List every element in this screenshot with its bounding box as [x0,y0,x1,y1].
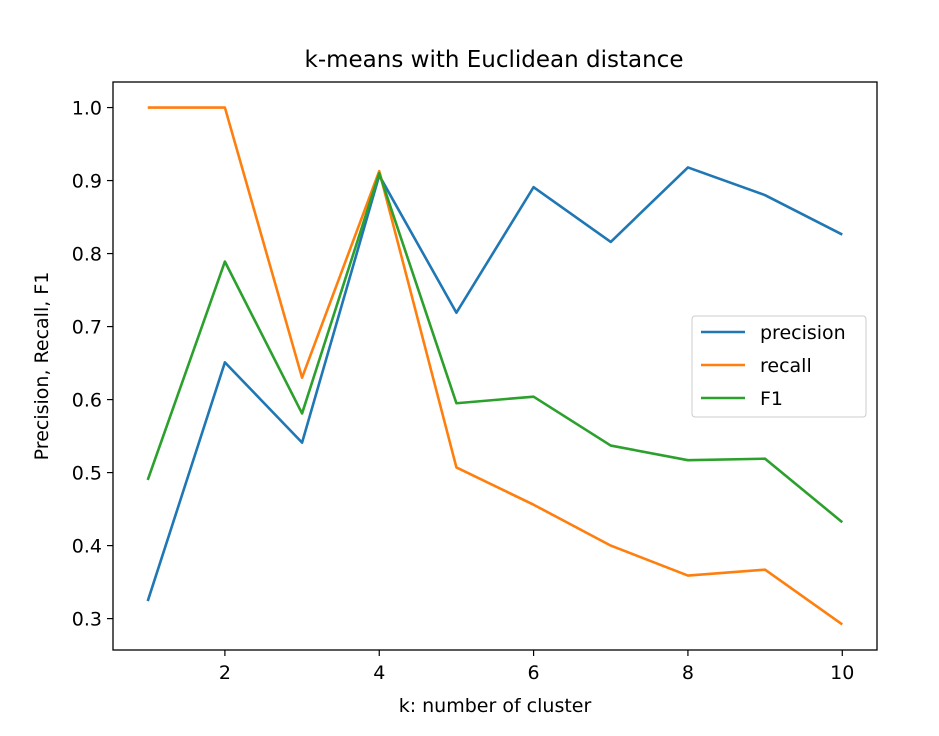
y-tick-label: 0.5 [72,463,102,485]
x-tick-label: 8 [682,662,694,684]
x-tick-label: 10 [830,662,854,684]
legend-box [691,315,867,418]
x-axis-label: k: number of cluster [399,695,592,717]
y-tick-label: 0.8 [72,244,102,266]
series-line-precision [146,166,843,602]
series-line-recall [147,106,844,626]
legend-label-precision: precision [760,322,846,344]
series-line-f1 [146,171,844,524]
x-axis: 2 4 6 8 10 [219,650,854,684]
y-tick-label: 0.4 [72,536,102,558]
y-axis-label: Precision, Recall, F1 [31,272,53,461]
chart-title: k-means with Euclidean distance [305,47,684,73]
x-tick-label: 4 [373,662,385,684]
y-tick-label: 0.3 [72,609,102,631]
y-tick-label: 0.9 [72,171,102,193]
y-tick-label: 0.6 [72,390,102,412]
x-tick-label: 2 [219,662,231,684]
legend-label-f1: F1 [760,388,783,410]
x-tick-label: 6 [528,662,540,684]
legend-label-recall: recall [760,355,812,377]
y-tick-label: 1.0 [72,98,102,120]
y-tick-label: 0.7 [72,317,102,339]
plot-frame [112,81,878,651]
legend: precision recall F1 [691,315,867,418]
y-axis: 0.3 0.4 0.5 0.6 0.7 0.8 0.9 1.0 [72,98,113,631]
plot-area [146,106,844,626]
